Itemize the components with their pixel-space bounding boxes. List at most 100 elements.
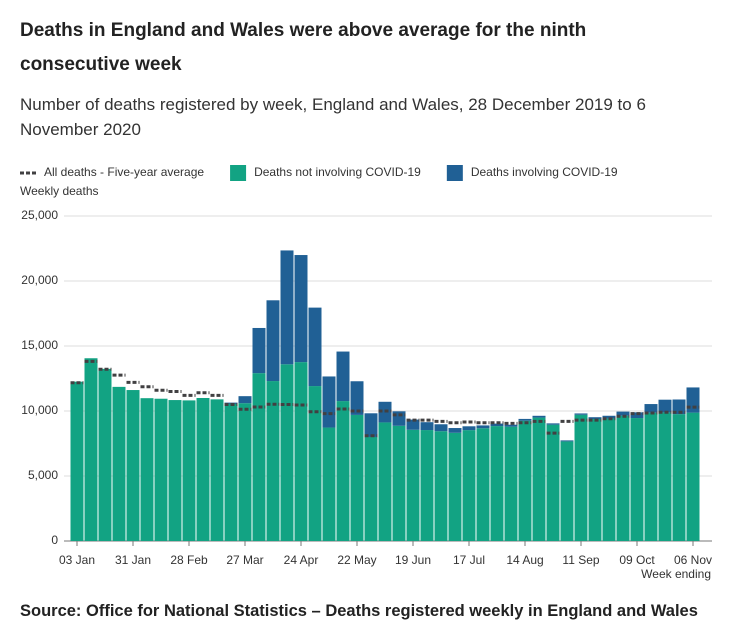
bar xyxy=(658,399,672,413)
bar xyxy=(448,432,462,541)
bar xyxy=(546,423,560,425)
bar xyxy=(602,418,616,541)
bar xyxy=(252,373,266,541)
bar xyxy=(616,415,630,541)
y-tick-label: 20,000 xyxy=(21,273,58,287)
bar xyxy=(378,422,392,541)
legend-swatch xyxy=(446,165,463,181)
bar xyxy=(686,387,700,413)
bar xyxy=(546,424,560,541)
y-tick-label: 5,000 xyxy=(28,468,58,482)
y-axis-label: Weekly deaths xyxy=(20,184,99,198)
bar xyxy=(490,423,504,427)
bar xyxy=(532,417,546,541)
bar xyxy=(126,390,140,541)
bar xyxy=(336,401,350,541)
bar xyxy=(560,441,574,541)
bar xyxy=(350,414,364,541)
bar xyxy=(140,398,154,541)
y-tick-label: 0 xyxy=(51,533,58,547)
bar xyxy=(294,255,308,363)
bar xyxy=(630,412,644,419)
bar xyxy=(448,428,462,433)
bar xyxy=(462,430,476,541)
bar xyxy=(462,426,476,431)
bar xyxy=(420,430,434,541)
x-tick-label: 19 Jun xyxy=(395,553,431,567)
bar xyxy=(644,404,658,413)
bar xyxy=(588,419,602,541)
bar xyxy=(98,368,112,541)
chart: Weekly deaths Week ending 0 5,000 10,000 15… xyxy=(20,165,712,581)
bar xyxy=(84,358,98,541)
x-tick-label: 22 May xyxy=(337,553,376,567)
bar xyxy=(574,414,588,541)
y-tick-label: 10,000 xyxy=(21,403,58,417)
bar xyxy=(364,436,378,541)
bar xyxy=(504,426,518,541)
x-tick-label: 31 Jan xyxy=(115,553,151,567)
legend-label: Deaths not involving COVID-19 xyxy=(254,165,421,179)
bar xyxy=(266,300,280,382)
bar xyxy=(364,413,378,437)
x-tick-label: 03 Jan xyxy=(59,553,95,567)
bar xyxy=(476,428,490,541)
x-tick-label: 11 Sep xyxy=(562,553,599,567)
bar xyxy=(280,364,294,541)
bar xyxy=(490,426,504,541)
x-axis-label: Week ending xyxy=(641,567,711,581)
source: Source: Office for National Statistics –… xyxy=(20,602,698,620)
bar xyxy=(336,351,350,402)
bar xyxy=(406,429,420,541)
bar xyxy=(532,415,546,418)
bar xyxy=(210,399,224,541)
x-tick-label: 14 Aug xyxy=(506,553,543,567)
bar xyxy=(308,307,322,387)
bar xyxy=(658,412,672,541)
bar xyxy=(434,431,448,541)
bar xyxy=(644,412,658,541)
legend-label: Deaths involving COVID-19 xyxy=(471,165,618,179)
bar xyxy=(168,400,182,541)
legend-label: All deaths - Five-year average xyxy=(44,165,204,179)
bar xyxy=(504,424,518,427)
bar xyxy=(70,381,84,541)
bar xyxy=(196,398,210,541)
y-tick-label: 15,000 xyxy=(21,338,58,352)
y-tick-label: 25,000 xyxy=(21,208,58,222)
x-tick-label: 09 Oct xyxy=(619,553,655,567)
bar xyxy=(154,398,168,541)
x-tick-label: 24 Apr xyxy=(284,553,319,567)
chart-subtitle: Number of deaths registered by week, Eng… xyxy=(20,95,646,139)
bar xyxy=(322,376,336,428)
bar xyxy=(224,403,238,541)
bar xyxy=(588,417,602,420)
bar xyxy=(616,411,630,416)
x-tick-label: 28 Feb xyxy=(170,553,208,567)
bar xyxy=(672,399,686,415)
bar xyxy=(672,414,686,541)
bar xyxy=(518,418,532,421)
bar xyxy=(294,362,308,541)
bar xyxy=(392,425,406,541)
chart-title: Deaths in England and Wales were above a… xyxy=(20,20,587,75)
bar xyxy=(406,419,420,430)
x-tick-label: 27 Mar xyxy=(226,553,263,567)
bar xyxy=(420,422,434,431)
bar xyxy=(252,327,266,374)
x-tick-label: 17 Jul xyxy=(453,553,485,567)
bar xyxy=(182,400,196,541)
bar xyxy=(560,440,574,442)
bar xyxy=(266,381,280,541)
bar xyxy=(322,427,336,541)
bar xyxy=(630,418,644,541)
bar xyxy=(280,250,294,365)
bar xyxy=(308,386,322,541)
bar xyxy=(238,403,252,541)
bar xyxy=(112,386,126,541)
legend-swatch xyxy=(230,165,247,181)
bar xyxy=(602,415,616,419)
bar xyxy=(574,413,588,415)
bar xyxy=(686,412,700,541)
